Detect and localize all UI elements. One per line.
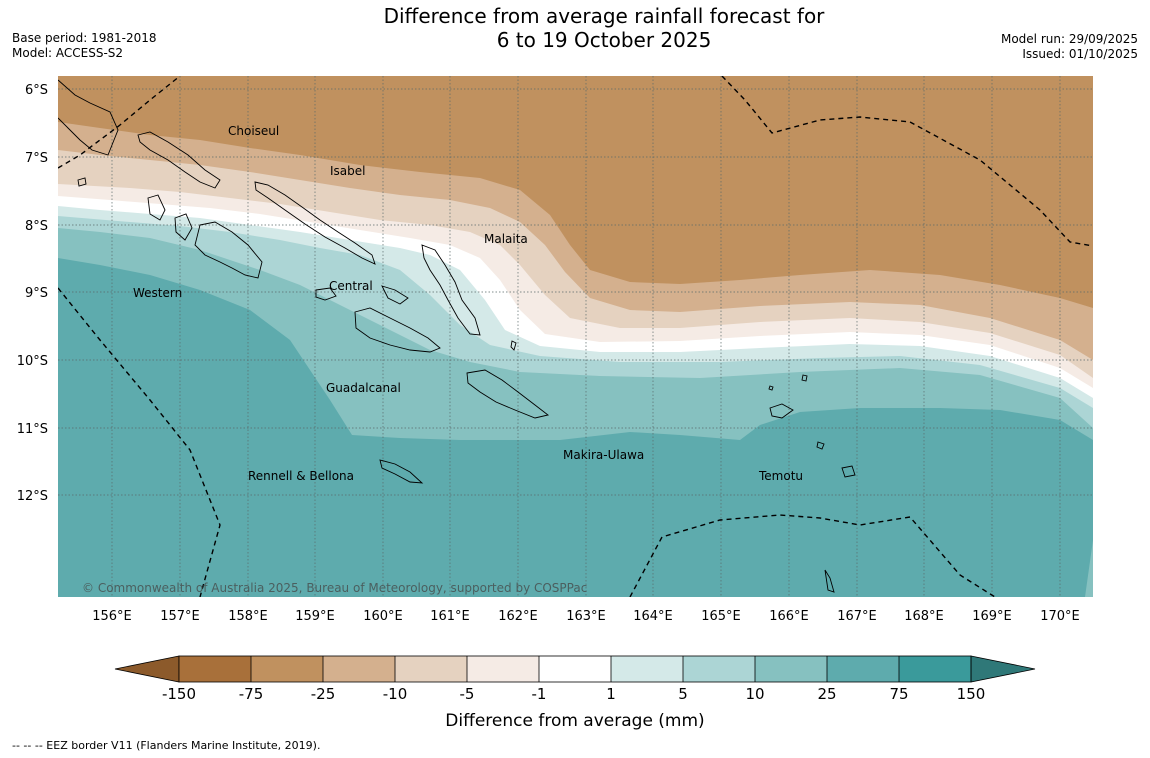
lon-label: 167°E <box>837 609 877 624</box>
lon-label: 159°E <box>295 609 335 624</box>
colorbar-swatch <box>827 656 899 682</box>
colorbar-tick-label: 75 <box>889 685 908 703</box>
meta-right: Model run: 29/09/2025 Issued: 01/10/2025 <box>1001 32 1138 62</box>
lat-label: 11°S <box>17 422 48 437</box>
region-label-western: Western <box>133 286 182 300</box>
colorbar-over-arrow <box>970 655 1036 683</box>
colorbar-label: Difference from average (mm) <box>445 711 704 731</box>
eez-border <box>58 76 1093 597</box>
colorbar-swatch <box>611 656 683 682</box>
colorbar-swatch <box>467 656 539 682</box>
rainfall-field: Choiseul Isabel Malaita Western Central … <box>58 76 1093 597</box>
region-label-malaita: Malaita <box>484 232 528 246</box>
footer-eez-note: -- -- -- EEZ border V11 (Flanders Marine… <box>12 739 321 752</box>
lon-label: 165°E <box>701 609 741 624</box>
region-label-isabel: Isabel <box>330 164 365 178</box>
lon-label: 158°E <box>228 609 268 624</box>
colorbar-swatch <box>539 656 611 682</box>
title-line-1: Difference from average rainfall forecas… <box>383 4 825 28</box>
region-labels: Choiseul Isabel Malaita Western Central … <box>133 124 803 483</box>
colorbar-tick-label: 5 <box>678 685 688 703</box>
colorbar-tick-label: -5 <box>460 685 475 703</box>
colorbar: -150 -75 -25 -10 -5 -1 1 5 10 25 75 150 … <box>114 655 1036 731</box>
colorbar-tick-label: -25 <box>311 685 336 703</box>
lon-label: 168°E <box>904 609 944 624</box>
region-label-temotu: Temotu <box>758 469 803 483</box>
colorbar-tick-label: -150 <box>162 685 196 703</box>
lon-label: 160°E <box>363 609 403 624</box>
region-label-makira-ulawa: Makira-Ulawa <box>563 448 644 462</box>
colorbar-tick-label: 1 <box>606 685 616 703</box>
region-label-rennell-bellona: Rennell & Bellona <box>248 469 354 483</box>
model-run: Model run: 29/09/2025 <box>1000 32 1138 46</box>
lon-label: 156°E <box>92 609 132 624</box>
lat-label: 10°S <box>17 354 48 369</box>
lat-label: 9°S <box>25 286 48 301</box>
meta-left: Base period: 1981-2018 Model: ACCESS-S2 <box>12 31 157 61</box>
colorbar-tick-label: 25 <box>817 685 836 703</box>
lon-label: 163°E <box>566 609 606 624</box>
chart-title: Difference from average rainfall forecas… <box>0 4 1150 52</box>
colorbar-swatch <box>251 656 323 682</box>
colorbar-tick-label: -75 <box>239 685 264 703</box>
lon-label: 170°E <box>1040 609 1080 624</box>
lon-label: 157°E <box>160 609 200 624</box>
coastlines <box>58 79 856 593</box>
region-label-guadalcanal: Guadalcanal <box>326 381 401 395</box>
graticule <box>58 76 1093 597</box>
model-name: Model: ACCESS-S2 <box>12 46 124 60</box>
colorbar-ticks: -150 -75 -25 -10 -5 -1 1 5 10 25 75 150 <box>162 685 985 703</box>
colorbar-tick-label: -10 <box>383 685 408 703</box>
colorbar-swatch <box>899 656 971 682</box>
lat-label: 12°S <box>17 489 48 504</box>
base-period: Base period: 1981-2018 <box>12 31 157 45</box>
region-label-choiseul: Choiseul <box>228 124 279 138</box>
colorbar-under-arrow <box>114 655 180 683</box>
lat-label: 8°S <box>25 219 48 234</box>
copyright-notice: © Commonwealth of Australia 2025, Bureau… <box>82 581 587 595</box>
colorbar-swatch <box>323 656 395 682</box>
colorbar-dividers <box>250 656 900 682</box>
lon-label: 164°E <box>633 609 673 624</box>
colorbar-tick-label: 150 <box>957 685 986 703</box>
colorbar-tick-label: -1 <box>532 685 547 703</box>
title-line-2: 6 to 19 October 2025 <box>496 28 712 52</box>
lat-label: 6°S <box>25 83 48 98</box>
colorbar-swatch <box>179 656 251 682</box>
region-label-central: Central <box>329 279 373 293</box>
latitude-labels: 6°S 7°S 8°S 9°S 10°S 11°S 12°S <box>17 83 48 504</box>
lon-label: 162°E <box>498 609 538 624</box>
colorbar-swatch <box>395 656 467 682</box>
colorbar-outline <box>178 655 972 683</box>
lon-label: 166°E <box>769 609 809 624</box>
lon-label: 169°E <box>972 609 1012 624</box>
band-minus75-minus25 <box>58 76 1093 308</box>
longitude-labels: 156°E 157°E 158°E 159°E 160°E 161°E 162°… <box>92 609 1080 624</box>
colorbar-swatch <box>755 656 827 682</box>
lon-label: 161°E <box>430 609 470 624</box>
issued-date: Issued: 01/10/2025 <box>1022 47 1138 61</box>
lat-label: 7°S <box>25 151 48 166</box>
colorbar-tick-label: 10 <box>745 685 764 703</box>
colorbar-swatch <box>683 656 755 682</box>
